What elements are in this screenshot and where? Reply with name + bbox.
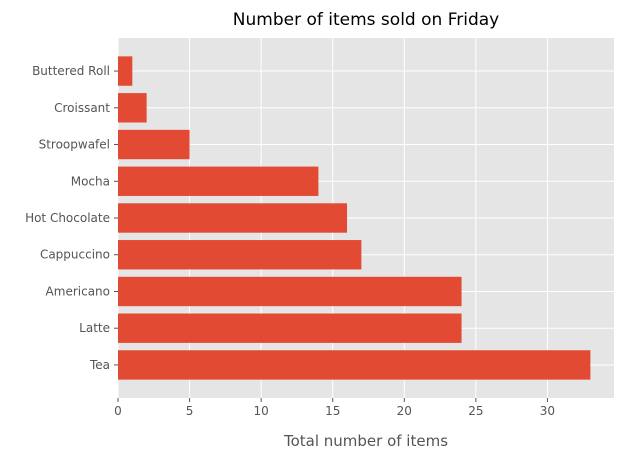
y-tick-label: Croissant: [54, 101, 110, 115]
y-tick-label: Hot Chocolate: [25, 211, 110, 225]
bar-buttered-roll: [118, 56, 133, 86]
x-tick-label: 10: [254, 404, 269, 418]
x-tick-label: 30: [540, 404, 555, 418]
bar-croissant: [118, 93, 147, 123]
bar-mocha: [118, 166, 319, 196]
x-tick-label: 15: [325, 404, 340, 418]
x-tick-labels: 0 5 10 15 20 25 30: [114, 398, 555, 418]
y-tick-label: Latte: [79, 321, 110, 335]
bar-stroopwafel: [118, 129, 190, 160]
x-tick-label: 5: [186, 404, 194, 418]
y-tick-label: Mocha: [71, 174, 110, 188]
y-tick-label: Tea: [89, 358, 110, 372]
y-tick-labels: Tea Latte Americano Cappuccino Hot Chocolate…: [25, 64, 118, 372]
bar-hot-chocolate: [118, 203, 348, 233]
chart-title: Number of items sold on Friday: [233, 10, 499, 30]
bars: [118, 56, 591, 380]
bar-americano: [118, 276, 462, 307]
x-axis-label: Total number of items: [283, 432, 448, 450]
y-tick-label: Buttered Roll: [32, 64, 110, 78]
x-tick-label: 0: [114, 404, 122, 418]
y-tick-label: Stroopwafel: [39, 138, 110, 152]
y-tick-label: Cappuccino: [40, 248, 110, 262]
x-tick-label: 25: [468, 404, 483, 418]
bar-latte: [118, 313, 462, 343]
x-tick-label: 20: [397, 404, 412, 418]
bar-cappuccino: [118, 240, 362, 270]
y-tick-label: Americano: [46, 284, 110, 298]
bar-tea: [118, 350, 591, 380]
